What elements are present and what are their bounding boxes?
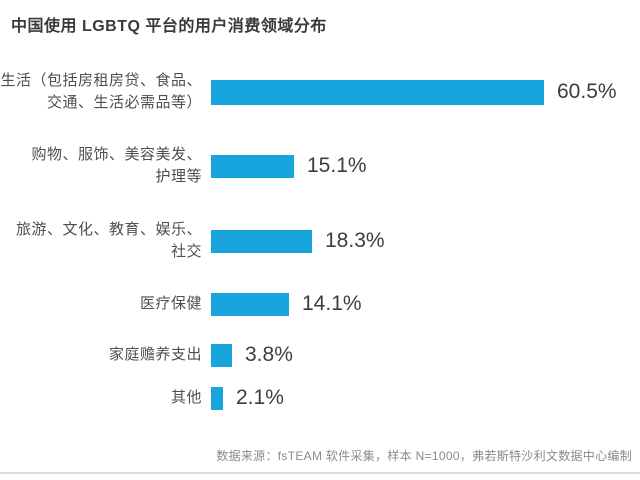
bar <box>211 292 289 316</box>
bar <box>211 154 294 178</box>
chart-row: 购物、服饰、美容美发、 护理等 15.1% <box>0 141 640 191</box>
bottom-divider <box>0 472 640 474</box>
category-label: 医疗保健 <box>139 295 202 312</box>
data-source-note: 数据来源：fsTEAM 软件采集，样本 N=1000，弗若斯特沙利文数据中心编制 <box>216 449 632 463</box>
value-label: 15.1% <box>307 154 367 177</box>
bar <box>211 343 232 367</box>
category-label: 旅游、文化、教育、娱乐、 社交 <box>15 221 202 260</box>
category-label: 生活（包括房租房贷、食品、 交通、生活必需品等） <box>0 72 202 111</box>
value-label: 60.5% <box>557 80 617 103</box>
value-label: 14.1% <box>302 292 362 315</box>
category-label: 家庭赡养支出 <box>108 346 202 363</box>
value-label: 3.8% <box>245 343 293 366</box>
category-label: 其他 <box>170 389 202 406</box>
bar <box>211 229 312 253</box>
value-label: 18.3% <box>325 229 385 252</box>
bar <box>211 386 223 410</box>
chart-row: 旅游、文化、教育、娱乐、 社交 18.3% <box>0 216 640 266</box>
value-label: 2.1% <box>236 386 284 409</box>
chart-row: 生活（包括房租房贷、食品、 交通、生活必需品等） 60.5% <box>0 67 640 117</box>
bar <box>211 79 544 105</box>
chart-row: 家庭赡养支出 3.8% <box>0 330 640 380</box>
chart-row: 其他 2.1% <box>0 373 640 423</box>
chart-title: 中国使用 LGBTQ 平台的用户消费领域分布 <box>11 18 327 35</box>
category-label: 购物、服饰、美容美发、 护理等 <box>31 146 202 185</box>
chart-row: 医疗保健 14.1% <box>0 279 640 329</box>
chart-plot-area: 生活（包括房租房贷、食品、 交通、生活必需品等） 60.5% 购物、服饰、美容美发、护… <box>0 67 640 423</box>
